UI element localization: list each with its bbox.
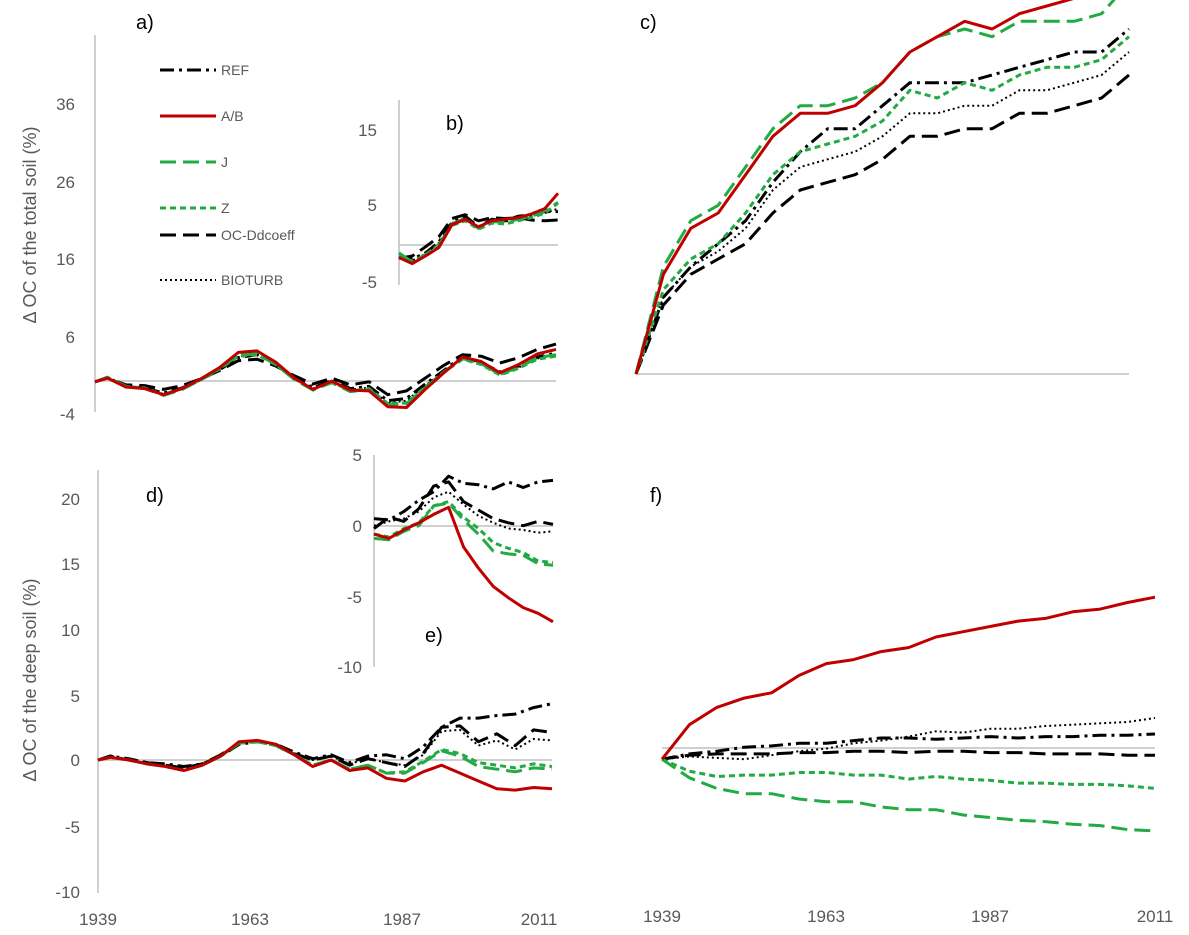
tick-e-y-neg10: -10: [337, 658, 362, 677]
legend-label-ref: REF: [221, 62, 249, 78]
series-line-e-oc-ddcoeff: [373, 480, 554, 530]
legend-label-j: J: [221, 154, 228, 170]
legend-label-ocddcoeff: OC-Ddcoeff: [221, 227, 295, 243]
plot-b: [398, 192, 560, 266]
panel-label-f: f): [650, 485, 662, 507]
series-line-e-ref: [373, 474, 554, 522]
series-line-c-oc-ddcoeff: [634, 73, 1130, 375]
series-line-d-a-b: [97, 738, 553, 792]
tick-d-y-5: 5: [71, 687, 80, 706]
plot-d: [97, 702, 553, 792]
plot-f: [660, 595, 1156, 833]
tick-f-x-1987: 1987: [971, 907, 1009, 926]
legend-label-ab: A/B: [221, 108, 244, 124]
legend-label-bioturb: BIOTURB: [221, 272, 283, 288]
tick-d-x-1963: 1963: [231, 910, 269, 929]
series-line-c-bioturb: [635, 51, 1130, 375]
legend-label-z: Z: [221, 200, 230, 216]
series-line-e-bioturb: [373, 490, 554, 534]
plot-a: [94, 342, 557, 409]
series-line-b-z: [398, 201, 559, 263]
tick-e-y-5: 5: [353, 446, 362, 465]
tick-b-y-neg5: -5: [362, 273, 377, 292]
series-line-b-a-b: [398, 192, 560, 266]
tick-b-y-5: 5: [368, 196, 377, 215]
series-line-f-oc-ddcoeff: [661, 749, 1155, 761]
plot-e: [373, 474, 554, 624]
panel-label-b: b): [446, 113, 464, 135]
plot-c: [634, 0, 1130, 375]
series-line-f-z: [661, 757, 1156, 790]
series-line-c-j: [634, 0, 1116, 375]
tick-b-y-15: 15: [358, 121, 377, 140]
series-line-c-a-b: [634, 0, 1074, 375]
tick-d-y-15: 15: [61, 555, 80, 574]
tick-f-x-1963: 1963: [807, 907, 845, 926]
series-line-c-ref: [634, 27, 1130, 375]
series-line-f-j: [661, 757, 1156, 833]
tick-e-y-neg5: -5: [347, 588, 362, 607]
panel-label-c: c): [640, 12, 657, 34]
series-line-a-a-b: [94, 347, 557, 409]
tick-d-x-1939: 1939: [79, 910, 117, 929]
tick-d-y-20: 20: [61, 490, 80, 509]
series-line-f-a-b: [660, 595, 1156, 761]
tick-f-x-1939: 1939: [643, 907, 681, 926]
tick-e-y-0: 0: [353, 517, 362, 536]
panel-label-d: d): [146, 485, 164, 507]
tick-a-y-36: 36: [56, 95, 75, 114]
tick-d-y-neg5: -5: [65, 818, 80, 837]
legend: REF A/B J Z OC-Ddcoeff BIOTURB: [160, 62, 295, 288]
series-line-b-oc-ddcoeff: [398, 213, 559, 260]
series-line-c-z: [634, 35, 1130, 375]
series-line-f-ref: [661, 732, 1156, 761]
tick-d-x-1987: 1987: [383, 910, 421, 929]
tick-f-x-2011: 2011: [1137, 907, 1174, 926]
tick-d-y-10: 10: [61, 621, 80, 640]
tick-a-y-neg4: -4: [60, 405, 75, 424]
tick-d-y-0: 0: [71, 751, 80, 770]
series-line-e-a-b: [373, 505, 554, 624]
tick-a-y-16: 16: [56, 250, 75, 269]
series-line-a-oc-ddcoeff: [94, 342, 557, 397]
tick-d-y-neg10: -10: [55, 883, 80, 902]
y-axis-title-total: Δ OC of the total soil (%): [20, 126, 40, 323]
panel-label-a: a): [136, 12, 154, 34]
tick-d-x-2011: 2011: [521, 910, 558, 929]
panel-label-e: e): [425, 625, 443, 647]
tick-a-y-6: 6: [66, 328, 75, 347]
tick-a-y-26: 26: [56, 173, 75, 192]
y-axis-title-deep: Δ OC of the deep soil (%): [20, 578, 40, 781]
series-layer: [94, 0, 1156, 833]
